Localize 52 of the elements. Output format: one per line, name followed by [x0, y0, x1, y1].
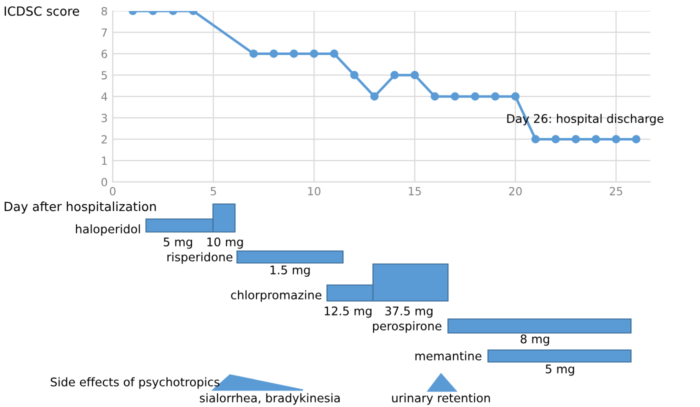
- point: [470, 92, 480, 101]
- point: [450, 92, 460, 101]
- point: [370, 92, 379, 101]
- text: risperidone: [167, 252, 232, 264]
- y-tick-label: 0: [102, 178, 108, 186]
- point: [290, 50, 298, 58]
- text: haloperidol: [76, 224, 140, 236]
- text: 10 mg: [207, 237, 243, 249]
- point: [249, 50, 258, 58]
- point: [310, 50, 318, 58]
- y-tick-label: 3: [102, 114, 107, 122]
- point: [491, 92, 500, 101]
- y-tick-label: 2: [102, 135, 107, 144]
- x-tick-label: 20: [509, 186, 522, 196]
- x-tick-label: 15: [408, 187, 421, 196]
- point: [552, 135, 560, 144]
- text: 1.5 mg: [270, 266, 310, 277]
- point: [350, 70, 358, 80]
- point: [390, 70, 399, 80]
- text: 37.5 mg: [385, 306, 432, 318]
- y-axis-title: ICDSC score: [4, 6, 80, 16]
- text: 12.5 mg: [324, 306, 372, 318]
- point: [330, 50, 338, 58]
- point: [410, 70, 419, 80]
- point: [632, 135, 640, 144]
- text: 5 mg: [164, 238, 192, 249]
- text: urinary retention: [392, 393, 490, 405]
- point: [592, 135, 600, 144]
- text: chlorpromazine: [231, 290, 322, 302]
- y-tick-label: 6: [102, 50, 108, 58]
- text: memantine: [415, 351, 482, 360]
- x-tick-label: 0: [110, 186, 116, 196]
- x-tick-label: 10: [308, 186, 320, 196]
- point: [430, 92, 440, 101]
- point: [270, 50, 278, 58]
- point: [511, 92, 520, 101]
- text: perospirone: [373, 321, 442, 333]
- x-tick-label: 5: [210, 187, 216, 196]
- text: 8 mg: [520, 334, 550, 346]
- text: Side effects of psychotropics: [50, 377, 220, 389]
- text: sialorrhea, bradykinesia: [200, 393, 340, 405]
- point: [572, 135, 580, 144]
- y-tick-label: 8: [102, 6, 108, 16]
- y-tick-label: 4: [101, 92, 108, 101]
- y-tick-label: 5: [102, 71, 107, 80]
- x-tick-label: 25: [610, 186, 622, 196]
- x-axis-title: Day after hospitalization: [4, 202, 156, 214]
- point: [612, 135, 620, 144]
- y-tick-label: 1: [102, 156, 107, 165]
- y-tick-label: 7: [102, 28, 107, 37]
- text: 5 mg: [546, 364, 574, 376]
- point: [531, 135, 540, 144]
